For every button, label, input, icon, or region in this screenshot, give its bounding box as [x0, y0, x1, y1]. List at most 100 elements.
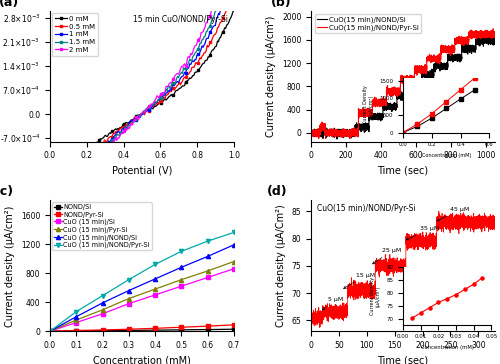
NOND/Pyr-Si	[204, 324, 210, 328]
CuO(15 min)/NOND/Pyr-Si	[490, 27, 496, 31]
CuO(15 min)/NOND/Si	[334, 137, 340, 141]
Text: 5 μM: 5 μM	[322, 297, 343, 310]
CuO(15 min)/NOND/Si	[478, 34, 484, 39]
CuO(15 min)/NOND/Pyr-Si	[428, 57, 434, 62]
CuO (15 min)/NOND/Pyr-Si	[74, 309, 80, 314]
CuO (15 min)/Pyr-Si	[126, 296, 132, 301]
NOND/Si	[152, 328, 158, 332]
CuO (15 min)/NOND/Si	[152, 277, 158, 281]
Text: 15 μM: 15 μM	[344, 273, 375, 289]
0 mM	[68, 163, 74, 167]
CuO (15 min)/Pyr-Si	[152, 287, 158, 291]
CuO (15 min)/NOND/Si	[74, 314, 80, 319]
CuO (15 min)/Pyr-Si	[178, 277, 184, 282]
1.5 mM	[50, 226, 56, 231]
0 mM	[210, 48, 216, 52]
Line: CuO(15 min)/NOND/Pyr-Si: CuO(15 min)/NOND/Pyr-Si	[311, 29, 495, 139]
1.5 mM	[85, 166, 91, 170]
1 mM	[210, 24, 216, 28]
0 mM	[231, 8, 237, 12]
0 mM	[50, 188, 56, 193]
CuO(15 min)/NOND/Si	[446, 58, 452, 62]
X-axis label: Time (sec): Time (sec)	[378, 356, 428, 364]
CuO(15 min)/NOND/Pyr-Si	[342, 131, 347, 135]
CuO(15 min)/NOND/Si	[492, 39, 498, 44]
1.5 mM	[210, 16, 216, 20]
NOND/Si	[126, 328, 132, 333]
CuO(15 min)/NOND/Pyr-Si	[492, 31, 498, 35]
Line: CuO(15 min)/NOND/Si: CuO(15 min)/NOND/Si	[311, 36, 495, 139]
CuO(15 min)/NOND/Si	[308, 131, 314, 136]
Line: NOND/Pyr-Si: NOND/Pyr-Si	[48, 323, 236, 333]
NOND/Si	[178, 328, 184, 332]
Line: 2 mM: 2 mM	[49, 0, 235, 251]
NOND/Pyr-Si	[178, 325, 184, 329]
CuO(15 min)/NOND/Si	[418, 84, 424, 88]
CuO (15 min)/Si	[74, 320, 80, 325]
NOND/Si	[231, 327, 237, 331]
CuO (15 min)/NOND/Pyr-Si	[152, 262, 158, 266]
Text: 25 μM: 25 μM	[372, 248, 402, 264]
2 mM	[68, 199, 74, 203]
2 mM	[117, 134, 123, 138]
NOND/Pyr-Si	[152, 326, 158, 331]
1 mM	[47, 221, 53, 225]
X-axis label: Potential (V): Potential (V)	[112, 166, 172, 176]
CuO(15 min)/NOND/Pyr-Si	[378, 99, 384, 104]
CuO (15 min)/NOND/Pyr-Si	[47, 329, 53, 333]
CuO (15 min)/NOND/Pyr-Si	[231, 230, 237, 235]
CuO (15 min)/Si	[204, 275, 210, 280]
CuO(15 min)/NOND/Pyr-Si	[418, 64, 424, 68]
CuO(15 min)/NOND/Si	[428, 72, 434, 76]
CuO(15 min)/NOND/Si	[378, 114, 384, 118]
Line: 0 mM: 0 mM	[49, 9, 235, 196]
Text: 45 μM: 45 μM	[437, 207, 470, 221]
CuO (15 min)/NOND/Pyr-Si	[100, 293, 105, 298]
1 mM	[117, 131, 123, 136]
CuO (15 min)/Pyr-Si	[231, 259, 237, 264]
0.5 mM	[50, 200, 56, 205]
NOND/Pyr-Si	[47, 329, 53, 333]
Line: CuO (15 min)/Pyr-Si: CuO (15 min)/Pyr-Si	[48, 260, 236, 333]
Text: CuO(15 min)/NOND/Pyr-Si: CuO(15 min)/NOND/Pyr-Si	[316, 205, 416, 213]
CuO (15 min)/Pyr-Si	[47, 329, 53, 333]
NOND/Pyr-Si	[126, 327, 132, 331]
Legend: NOND/Si, NOND/Pyr-Si, CuO (15 min)/Si, CuO (15 min)/Pyr-Si, CuO (15 min)/NOND/Si: NOND/Si, NOND/Pyr-Si, CuO (15 min)/Si, C…	[52, 202, 152, 250]
NOND/Si	[47, 329, 53, 333]
CuO (15 min)/Si	[47, 329, 53, 333]
2 mM	[50, 238, 56, 242]
Line: NOND/Si: NOND/Si	[48, 327, 236, 333]
NOND/Si	[74, 329, 80, 333]
0.5 mM	[85, 154, 91, 158]
0 mM	[117, 126, 123, 130]
CuO (15 min)/Si	[126, 301, 132, 306]
CuO (15 min)/Si	[152, 293, 158, 297]
Text: (d): (d)	[267, 185, 287, 198]
0.5 mM	[117, 127, 123, 131]
Text: (a): (a)	[0, 0, 19, 9]
CuO (15 min)/NOND/Pyr-Si	[178, 249, 184, 253]
0.5 mM	[47, 209, 53, 213]
1.5 mM	[47, 234, 53, 239]
CuO (15 min)/Pyr-Si	[204, 269, 210, 273]
CuO (15 min)/Si	[100, 312, 105, 316]
Text: 15 min CuO/NOND/Pyr-Si: 15 min CuO/NOND/Pyr-Si	[134, 15, 228, 24]
Y-axis label: Current density (μA/cm²): Current density (μA/cm²)	[266, 16, 276, 137]
CuO(15 min)/NOND/Pyr-Si	[347, 136, 353, 141]
CuO(15 min)/NOND/Pyr-Si	[460, 43, 466, 47]
1 mM	[50, 216, 56, 221]
Text: 35 μM: 35 μM	[406, 226, 439, 240]
CuO (15 min)/Si	[178, 284, 184, 288]
X-axis label: Time (sec): Time (sec)	[378, 166, 428, 176]
CuO(15 min)/NOND/Pyr-Si	[446, 48, 452, 52]
0 mM	[47, 193, 53, 197]
0.5 mM	[68, 174, 74, 178]
0.5 mM	[224, 4, 230, 8]
X-axis label: Concentration (mM): Concentration (mM)	[93, 356, 191, 364]
Legend: 0 mM, 0.5 mM, 1 mM, 1.5 mM, 2 mM: 0 mM, 0.5 mM, 1 mM, 1.5 mM, 2 mM	[52, 13, 98, 55]
1 mM	[85, 159, 91, 163]
CuO (15 min)/NOND/Pyr-Si	[126, 277, 132, 282]
Line: 1 mM: 1 mM	[49, 0, 235, 224]
Line: CuO (15 min)/NOND/Si: CuO (15 min)/NOND/Si	[48, 243, 236, 333]
0 mM	[224, 22, 230, 27]
